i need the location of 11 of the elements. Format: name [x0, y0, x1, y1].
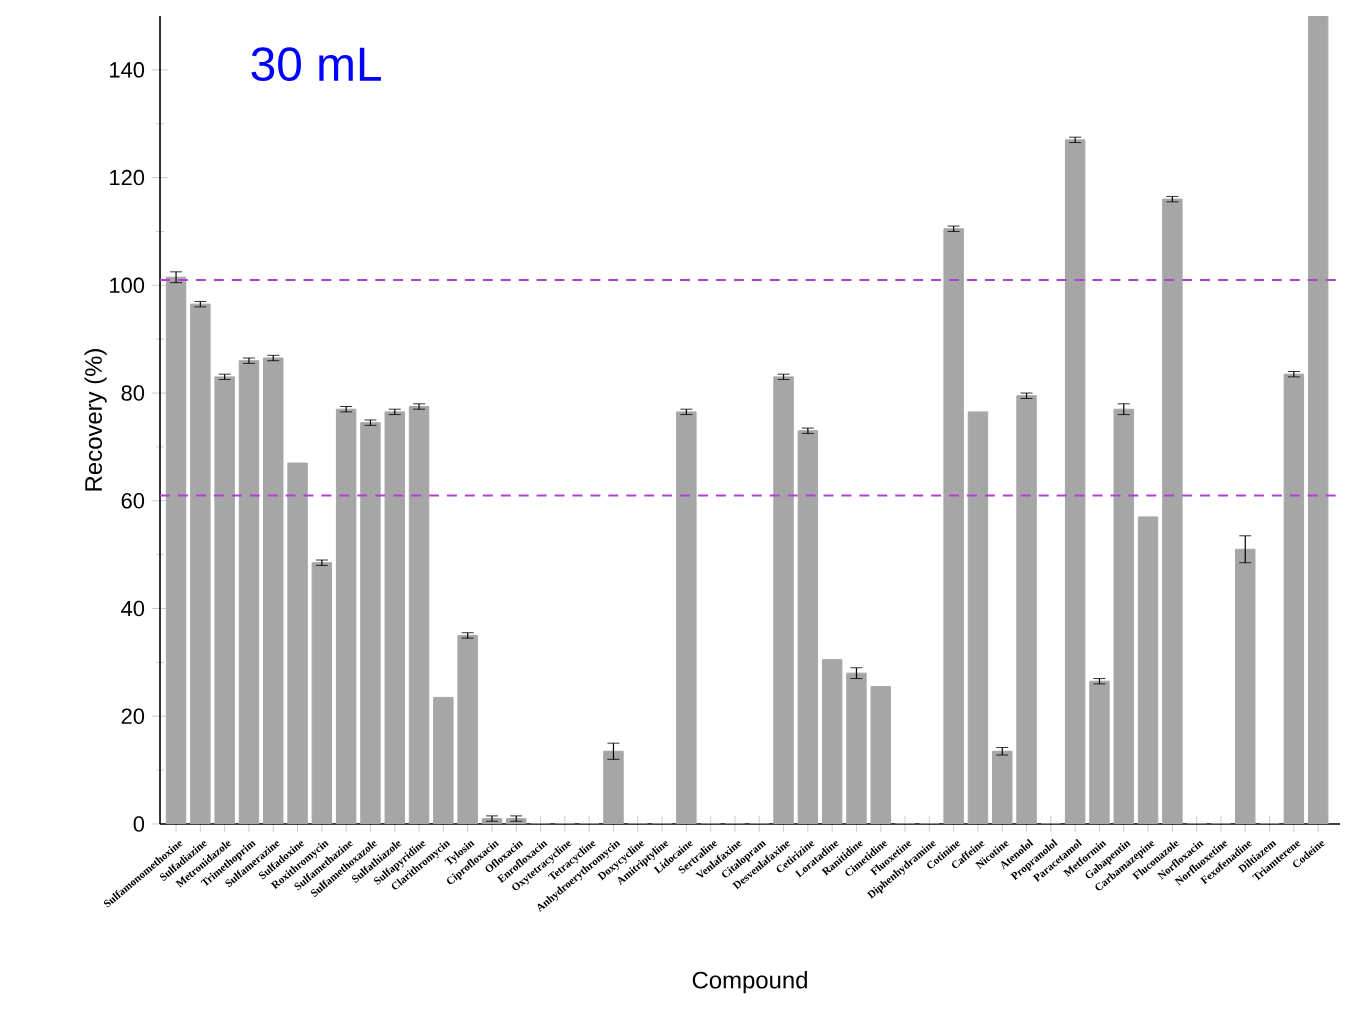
- y-tick-label: 140: [110, 62, 145, 78]
- y-tick-label: 60: [121, 493, 145, 509]
- y-tick-label: 80: [121, 385, 145, 401]
- y-tick-label: 20: [121, 708, 145, 724]
- x-axis-title: Compound: [692, 971, 807, 994]
- y-tick-label: 120: [110, 169, 145, 186]
- y-tick-label: 40: [121, 600, 145, 617]
- y-axis-title: Recovery (%): [84, 349, 107, 491]
- annotation: 30 mL: [251, 47, 381, 82]
- y-tick-label: 100: [110, 277, 145, 294]
- y-tick-label: 0: [133, 816, 145, 832]
